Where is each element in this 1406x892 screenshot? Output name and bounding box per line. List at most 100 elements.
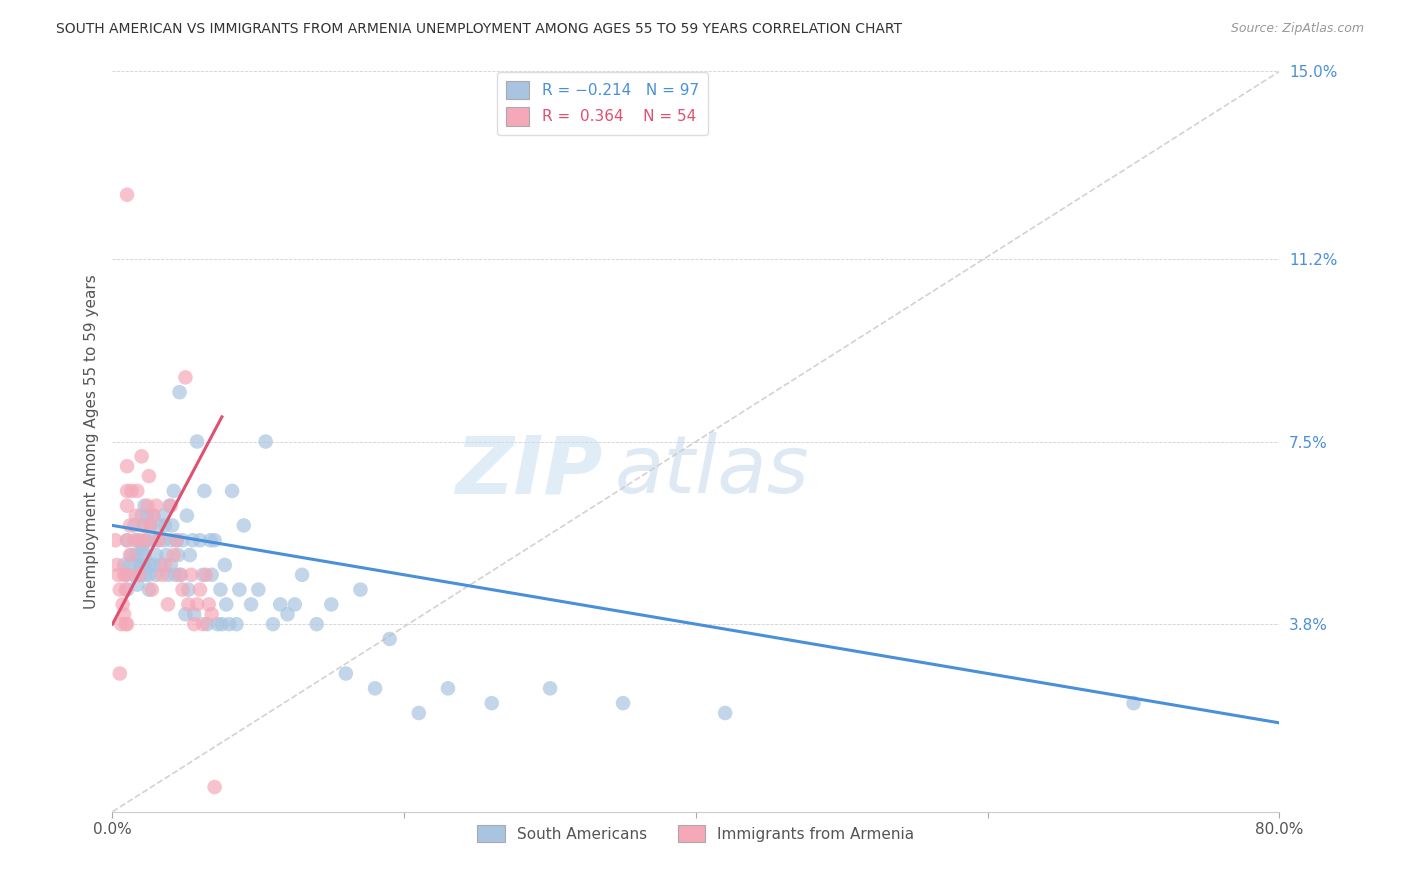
Point [169,567,191,582]
Point [108,582,131,597]
Point [166,533,188,548]
Point [174,370,197,384]
Point [215,598,238,612]
Point [221,483,243,498]
Point [170,567,193,582]
Point [138,558,160,572]
Point [269,598,291,612]
Point [408,706,430,720]
Text: SOUTH AMERICAN VS IMMIGRANTS FROM ARMENIA UNEMPLOYMENT AMONG AGES 55 TO 59 YEARS: SOUTH AMERICAN VS IMMIGRANTS FROM ARMENI… [56,22,903,37]
Point [148,533,170,548]
Point [105,558,128,572]
Point [124,518,146,533]
Point [111,598,134,612]
Point [181,533,204,548]
Point [204,780,226,794]
Point [193,483,215,498]
Point [166,533,188,548]
Point [114,582,136,597]
Point [162,518,184,533]
Point [177,598,200,612]
Point [131,558,153,572]
Point [132,518,155,533]
Point [240,598,263,612]
Point [135,533,157,548]
Point [134,567,156,582]
Point [104,533,127,548]
Point [201,607,224,622]
Y-axis label: Unemployment Among Ages 55 to 59 years: Unemployment Among Ages 55 to 59 years [83,274,98,609]
Text: Source: ZipAtlas.com: Source: ZipAtlas.com [1230,22,1364,36]
Point [177,582,200,597]
Point [225,617,247,632]
Point [115,499,138,513]
Point [335,666,357,681]
Point [194,567,217,582]
Point [612,696,634,710]
Point [188,533,211,548]
Point [152,508,174,523]
Point [232,518,254,533]
Point [160,499,183,513]
Point [127,533,149,548]
Point [139,518,162,533]
Point [131,538,153,552]
Point [153,558,176,572]
Point [714,706,737,720]
Point [134,518,156,533]
Point [188,582,211,597]
Point [349,582,371,597]
Point [148,518,170,533]
Point [155,548,177,562]
Point [115,483,138,498]
Point [128,567,150,582]
Point [129,567,152,582]
Point [150,567,173,582]
Point [120,483,142,498]
Point [124,533,146,548]
Point [138,469,160,483]
Point [160,533,183,548]
Point [136,508,159,523]
Point [186,598,208,612]
Point [141,582,163,597]
Point [156,598,179,612]
Point [200,533,222,548]
Point [207,617,229,632]
Point [146,533,169,548]
Point [228,582,250,597]
Point [364,681,387,696]
Point [139,518,162,533]
Point [115,567,138,582]
Point [112,607,135,622]
Point [186,434,208,449]
Point [145,567,167,582]
Point [131,508,153,523]
Point [114,617,136,632]
Point [127,577,149,591]
Point [305,617,328,632]
Point [172,533,194,548]
Point [124,567,146,582]
Point [291,567,314,582]
Point [179,548,201,562]
Point [142,508,165,523]
Point [201,567,224,582]
Point [153,518,176,533]
Point [218,617,240,632]
Point [172,582,194,597]
Point [108,666,131,681]
Point [183,607,205,622]
Point [145,499,167,513]
Point [132,543,155,558]
Text: atlas: atlas [614,432,808,510]
Point [176,508,198,523]
Point [1122,696,1144,710]
Point [321,598,343,612]
Point [125,548,148,562]
Point [134,499,156,513]
Point [167,548,190,562]
Point [129,533,152,548]
Point [195,617,218,632]
Point [156,567,179,582]
